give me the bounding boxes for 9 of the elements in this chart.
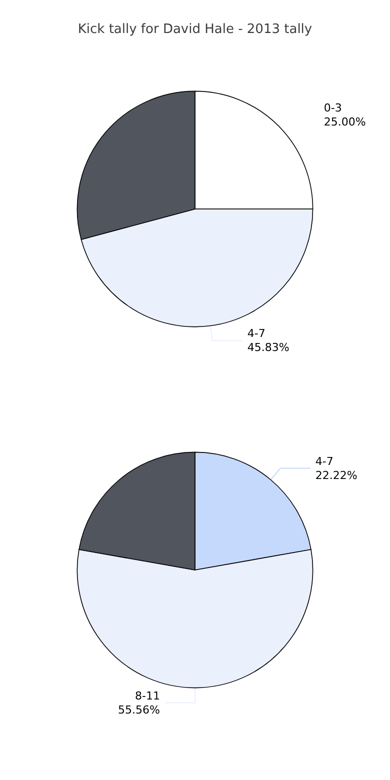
slice-label: 8-11 <box>135 689 160 702</box>
slice-label: 4-7 <box>315 454 334 468</box>
slice-label: 0-3 <box>324 102 342 115</box>
data-label: 55.56% <box>118 703 160 716</box>
data-label: 22.22% <box>315 468 358 482</box>
data-label: 25.00% <box>324 116 366 129</box>
slice-label: 4-7 <box>247 327 266 340</box>
data-label: 45.83% <box>247 341 290 354</box>
chart-title: Kick tally for David Hale - 2013 tally <box>78 22 312 37</box>
